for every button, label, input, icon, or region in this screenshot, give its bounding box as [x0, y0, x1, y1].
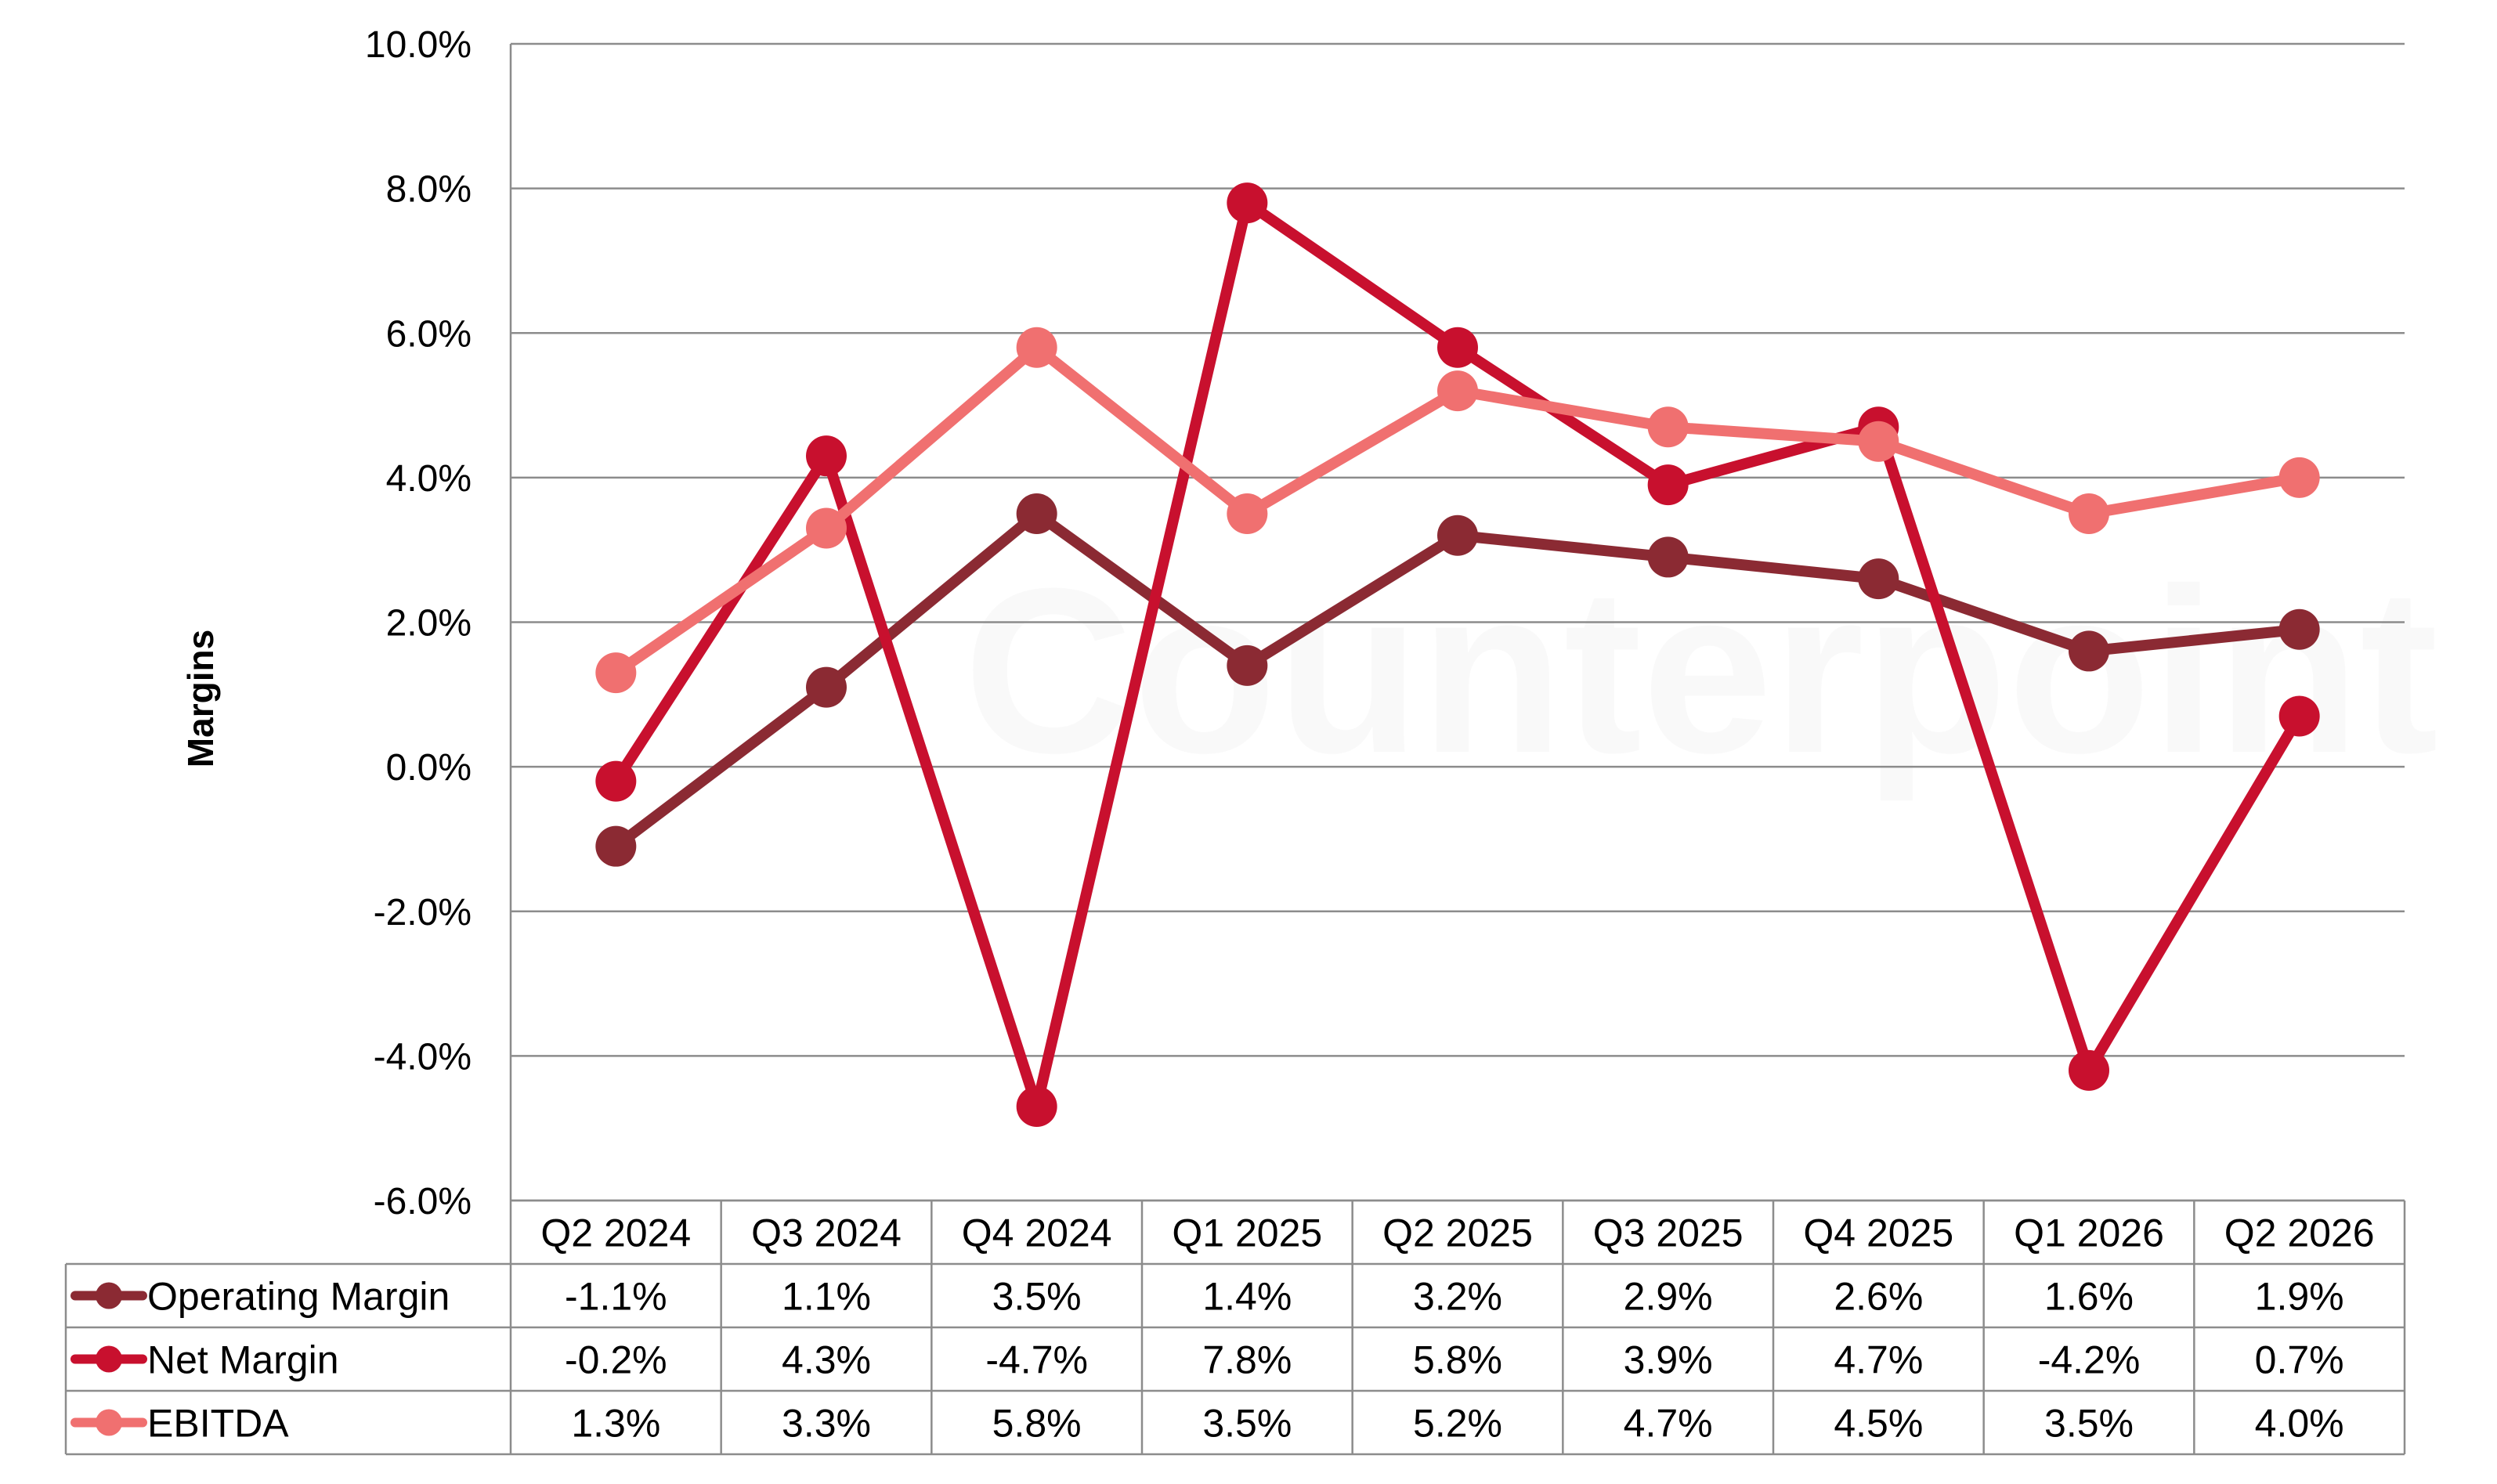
series-group	[595, 327, 2320, 694]
table-cell-value: 3.5%	[2044, 1402, 2134, 1446]
legend-marker-key	[96, 1282, 122, 1309]
table-cell-value: 1.6%	[2044, 1275, 2134, 1319]
table-cell-value: 3.2%	[1413, 1275, 1502, 1319]
gridlines	[509, 42, 2405, 1202]
legend-label: Net Margin	[147, 1338, 339, 1382]
data-point	[1437, 370, 1478, 412]
legend-marker-key	[96, 1345, 122, 1373]
category-label: Q2 2024	[540, 1211, 691, 1255]
table-cell-value: 4.5%	[1834, 1402, 1923, 1446]
category-label: Q3 2025	[1593, 1211, 1744, 1255]
category-label: Q4 2024	[962, 1211, 1112, 1255]
data-point	[1016, 1085, 1057, 1127]
data-point	[2069, 493, 2109, 535]
table-cell-value: 2.9%	[1624, 1275, 1713, 1319]
y-tick-label: 4.0%	[386, 458, 472, 500]
legend-label: Operating Margin	[147, 1275, 450, 1319]
y-tick-label: 0.0%	[386, 747, 472, 789]
data-point	[2278, 695, 2320, 737]
table-cell-value: 5.2%	[1413, 1402, 1502, 1446]
data-point	[2069, 1049, 2109, 1091]
y-tick-label: -4.0%	[374, 1036, 472, 1078]
table-cell-value: -4.2%	[2038, 1338, 2141, 1382]
y-tick-label: 2.0%	[386, 603, 472, 645]
series-lines	[595, 182, 2320, 1127]
table-cell-value: 1.9%	[2255, 1275, 2344, 1319]
data-point	[1647, 536, 1689, 578]
table-cell-value: -1.1%	[565, 1275, 667, 1319]
data-point	[2278, 457, 2320, 498]
category-label: Q1 2025	[1172, 1211, 1322, 1255]
y-axis-ticks: -6.0% -4.0% -2.0% 0.0% 2.0% 4.0% 6.0% 8.0% 10.0%	[365, 24, 472, 1222]
y-tick-label: 6.0%	[386, 313, 472, 355]
data-point	[1858, 558, 1899, 600]
data-point	[1647, 464, 1689, 506]
category-label: Q4 2025	[1803, 1211, 1953, 1255]
y-tick-label: -2.0%	[374, 892, 472, 933]
table-cell-value: 1.4%	[1202, 1275, 1292, 1319]
table-cell-value: 1.1%	[782, 1275, 871, 1319]
table-cell-value: 4.0%	[2255, 1402, 2344, 1446]
data-point	[595, 760, 637, 802]
table-cell-value: 5.8%	[992, 1402, 1082, 1446]
legend-marker-key	[96, 1409, 122, 1436]
data-point	[1227, 182, 1268, 224]
data-point	[806, 435, 847, 477]
series-group	[595, 493, 2320, 867]
table-cell-value: 4.3%	[782, 1338, 871, 1382]
data-point	[1227, 493, 1268, 535]
table-cell-value: 3.9%	[1624, 1338, 1713, 1382]
table-cell-value: 2.6%	[1834, 1275, 1923, 1319]
data-point	[1437, 327, 1478, 368]
category-label: Q2 2026	[2224, 1211, 2375, 1255]
data-point	[806, 666, 847, 708]
data-point	[2069, 630, 2109, 672]
data-point	[2278, 608, 2320, 650]
data-point	[1227, 645, 1268, 686]
table-cell-value: 4.7%	[1834, 1338, 1923, 1382]
data-point	[595, 825, 637, 867]
table-cell-value: -4.7%	[985, 1338, 1088, 1382]
table-cell-value: 7.8%	[1202, 1338, 1292, 1382]
table-cell-value: 0.7%	[2255, 1338, 2344, 1382]
data-point	[1858, 421, 1899, 462]
table-cell-value: 1.3%	[571, 1402, 660, 1446]
data-point	[806, 507, 847, 549]
data-point	[1437, 515, 1478, 556]
category-label: Q3 2024	[751, 1211, 902, 1255]
table-cell-value: 4.7%	[1624, 1402, 1713, 1446]
y-tick-label: 8.0%	[386, 169, 472, 211]
table-cell-value: 3.5%	[992, 1275, 1082, 1319]
table-cell-value: 5.8%	[1413, 1338, 1502, 1382]
y-tick-label: 10.0%	[365, 24, 472, 66]
data-point	[1016, 327, 1057, 368]
table-cell-value: 3.3%	[782, 1402, 871, 1446]
category-label: Q1 2026	[2014, 1211, 2164, 1255]
data-table: Q2 2024 Q3 2024 Q4 2024 Q1 2025 Q2 2025 Q3 20…	[64, 1199, 2406, 1456]
data-point	[1647, 406, 1689, 448]
table-cell-value: -0.2%	[565, 1338, 667, 1382]
table-cell-value: 3.5%	[1202, 1402, 1292, 1446]
legend-label: EBITDA	[147, 1402, 289, 1446]
data-point	[595, 652, 637, 694]
watermark-text: Counterpoint	[963, 539, 2438, 803]
y-axis-label: Margins	[180, 630, 221, 767]
category-label: Q2 2025	[1382, 1211, 1533, 1255]
y-tick-label: -6.0%	[374, 1181, 472, 1222]
data-point	[1016, 493, 1057, 535]
